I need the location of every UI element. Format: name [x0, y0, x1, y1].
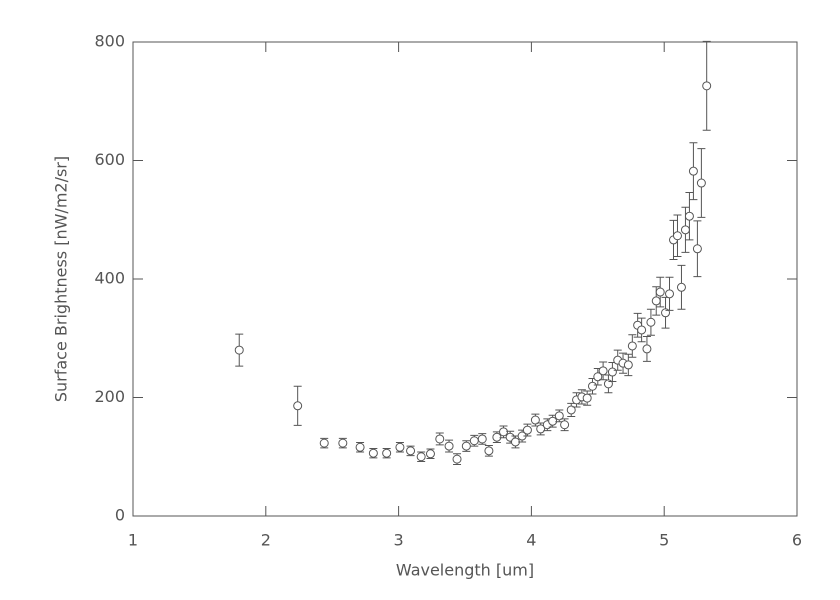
data-point	[554, 411, 564, 421]
data-point	[452, 454, 462, 464]
x-tick-label: 3	[394, 531, 404, 550]
y-tick-label: 200	[94, 387, 125, 406]
data-point	[642, 344, 652, 354]
data-point	[425, 449, 435, 459]
data-point	[560, 420, 570, 430]
data-point	[406, 446, 416, 456]
data-point	[461, 441, 471, 451]
data-point	[382, 448, 392, 458]
data-point	[293, 401, 303, 411]
data-point	[444, 441, 454, 451]
x-tick-label: 2	[261, 531, 271, 550]
data-point	[637, 325, 647, 335]
data-point	[672, 231, 682, 241]
data-point	[598, 366, 608, 376]
data-point	[651, 296, 661, 306]
x-tick-label: 6	[792, 531, 802, 550]
y-axis-label: Surface Brightness [nW/m2/sr]	[52, 156, 71, 402]
data-point	[627, 341, 637, 351]
y-tick-label: 0	[115, 506, 125, 525]
y-tick-label: 400	[94, 269, 125, 288]
data-point	[522, 425, 532, 435]
data-point	[593, 372, 603, 382]
data-point	[665, 289, 675, 299]
data-point	[536, 424, 546, 434]
data-point	[469, 436, 479, 446]
data-point	[416, 452, 426, 462]
data-point	[566, 405, 576, 415]
data-point	[623, 360, 633, 370]
data-point	[530, 415, 540, 425]
data-point	[688, 166, 698, 176]
data-point	[655, 287, 665, 297]
data-point	[477, 434, 487, 444]
data-point	[499, 427, 509, 437]
y-tick-label: 800	[94, 32, 125, 51]
data-point	[435, 434, 445, 444]
data-point	[680, 225, 690, 235]
data-point	[582, 393, 592, 403]
data-point	[702, 81, 712, 91]
data-point	[684, 211, 694, 221]
y-tick-label: 600	[94, 150, 125, 169]
data-point	[587, 381, 597, 391]
data-point	[355, 442, 365, 452]
data-point	[338, 438, 348, 448]
data-point	[696, 178, 706, 188]
x-tick-label: 1	[128, 531, 138, 550]
data-point	[607, 367, 617, 377]
data-point	[368, 448, 378, 458]
data-point	[492, 432, 502, 442]
x-tick-label: 5	[659, 531, 669, 550]
data-point	[692, 244, 702, 254]
x-axis-label: Wavelength [um]	[396, 561, 534, 580]
data-point	[676, 282, 686, 292]
x-tick-label: 4	[526, 531, 536, 550]
data-point	[548, 416, 558, 426]
data-point	[646, 317, 656, 327]
data-point	[395, 442, 405, 452]
data-point	[234, 345, 244, 355]
data-point	[484, 446, 494, 456]
data-point	[319, 438, 329, 448]
